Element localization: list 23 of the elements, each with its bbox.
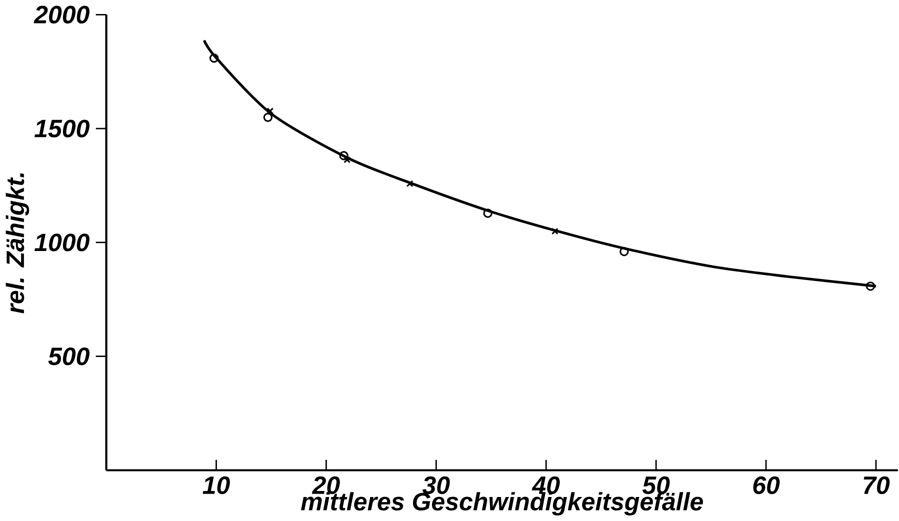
point bbox=[344, 156, 351, 164]
x-axis-title: mittleres Geschwindigkeitsgefälle bbox=[301, 492, 703, 516]
x-tick-label: 60 bbox=[753, 476, 780, 494]
point bbox=[483, 208, 492, 218]
y-axis-title: rel. Zähigkt. bbox=[6, 173, 30, 314]
point bbox=[266, 107, 274, 114]
point bbox=[339, 150, 348, 160]
x-tick-label: 70 bbox=[864, 476, 890, 494]
point bbox=[866, 281, 876, 291]
x-tick-label: 10 bbox=[202, 476, 230, 494]
x-tick-label: 50 bbox=[642, 476, 670, 494]
y-tick-label: 1000 bbox=[34, 233, 90, 252]
point bbox=[406, 180, 414, 188]
x-tick-label: 40 bbox=[532, 476, 560, 494]
x-tick-label: 20 bbox=[312, 476, 340, 494]
point bbox=[263, 112, 273, 122]
x-tick-label: 30 bbox=[422, 476, 450, 494]
point bbox=[209, 53, 219, 63]
y-tick-label: 500 bbox=[48, 347, 90, 366]
point bbox=[620, 246, 629, 256]
y-tick-label: 2000 bbox=[34, 6, 90, 24]
y-tick-label: 1500 bbox=[34, 120, 90, 138]
point bbox=[551, 228, 558, 235]
